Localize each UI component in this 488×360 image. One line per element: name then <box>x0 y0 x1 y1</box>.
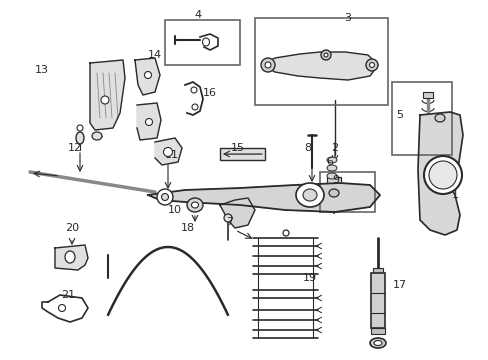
Polygon shape <box>135 58 160 95</box>
Ellipse shape <box>163 148 172 157</box>
Ellipse shape <box>186 198 203 212</box>
Ellipse shape <box>92 132 102 140</box>
Text: 12: 12 <box>68 143 82 153</box>
Ellipse shape <box>77 125 83 131</box>
Text: 3: 3 <box>344 13 351 23</box>
Text: 9: 9 <box>332 175 339 185</box>
Text: 17: 17 <box>392 280 406 290</box>
Text: 15: 15 <box>230 143 244 153</box>
Text: 8: 8 <box>304 143 311 153</box>
Ellipse shape <box>324 53 327 57</box>
Text: 11: 11 <box>164 150 179 160</box>
Ellipse shape <box>145 118 152 126</box>
Text: 6: 6 <box>326 157 333 167</box>
Ellipse shape <box>76 132 84 144</box>
Ellipse shape <box>157 189 173 205</box>
Bar <box>391 82 451 155</box>
Text: 14: 14 <box>148 50 162 60</box>
Ellipse shape <box>65 251 75 263</box>
Ellipse shape <box>224 214 231 222</box>
Ellipse shape <box>191 87 197 93</box>
Ellipse shape <box>428 161 456 189</box>
Ellipse shape <box>261 58 274 72</box>
Polygon shape <box>155 138 182 165</box>
Polygon shape <box>137 103 161 140</box>
Bar <box>319 172 374 212</box>
Text: 21: 21 <box>61 290 75 300</box>
Text: 19: 19 <box>303 273 316 283</box>
Ellipse shape <box>326 165 336 171</box>
Text: 1: 1 <box>450 190 458 200</box>
Bar <box>326 177 340 199</box>
Bar <box>254 18 387 105</box>
Text: 16: 16 <box>203 88 217 98</box>
Ellipse shape <box>373 341 381 346</box>
Polygon shape <box>148 183 379 212</box>
Polygon shape <box>220 198 254 228</box>
Ellipse shape <box>59 305 65 311</box>
Ellipse shape <box>328 189 338 197</box>
Polygon shape <box>417 112 462 235</box>
Ellipse shape <box>144 72 151 78</box>
Ellipse shape <box>434 114 444 122</box>
Bar <box>220 148 264 160</box>
Polygon shape <box>90 60 125 130</box>
Ellipse shape <box>369 63 374 68</box>
Bar <box>370 328 384 334</box>
Ellipse shape <box>369 338 385 348</box>
Bar <box>372 268 382 273</box>
Ellipse shape <box>365 59 377 71</box>
Ellipse shape <box>101 96 109 104</box>
Ellipse shape <box>202 38 209 46</box>
Bar <box>164 20 240 65</box>
Text: 7: 7 <box>226 217 233 227</box>
Ellipse shape <box>295 183 324 207</box>
Bar <box>370 273 384 328</box>
Ellipse shape <box>192 104 198 110</box>
Text: 18: 18 <box>181 223 195 233</box>
Ellipse shape <box>303 189 316 201</box>
Text: 20: 20 <box>65 223 79 233</box>
Text: 10: 10 <box>168 205 182 215</box>
Ellipse shape <box>161 194 168 201</box>
Text: 2: 2 <box>331 143 338 153</box>
Polygon shape <box>55 245 88 270</box>
Text: 4: 4 <box>194 10 201 20</box>
Ellipse shape <box>326 173 336 179</box>
Polygon shape <box>262 52 377 80</box>
Ellipse shape <box>191 202 198 208</box>
Ellipse shape <box>320 50 330 60</box>
Ellipse shape <box>264 62 270 68</box>
Text: 5: 5 <box>396 110 403 120</box>
Ellipse shape <box>423 156 461 194</box>
Ellipse shape <box>283 230 288 236</box>
Bar <box>422 92 432 98</box>
Ellipse shape <box>326 157 336 163</box>
Text: 13: 13 <box>35 65 49 75</box>
